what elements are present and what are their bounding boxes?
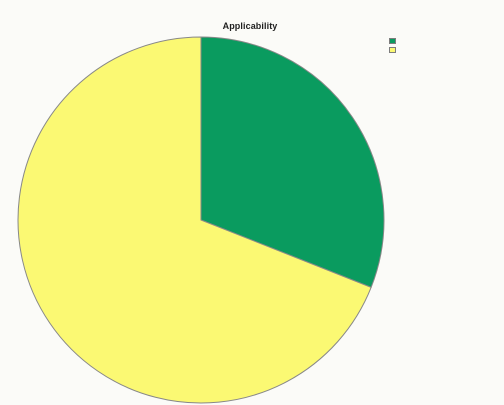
- pie-slices: [17, 36, 385, 404]
- pie-slice-1: [17, 36, 372, 404]
- chart-legend: [386, 37, 400, 55]
- legend-swatch-1: [389, 47, 396, 53]
- chart-title: Applicability: [222, 21, 278, 31]
- pie-slice-0: [200, 36, 385, 289]
- legend-swatch-0: [389, 38, 396, 44]
